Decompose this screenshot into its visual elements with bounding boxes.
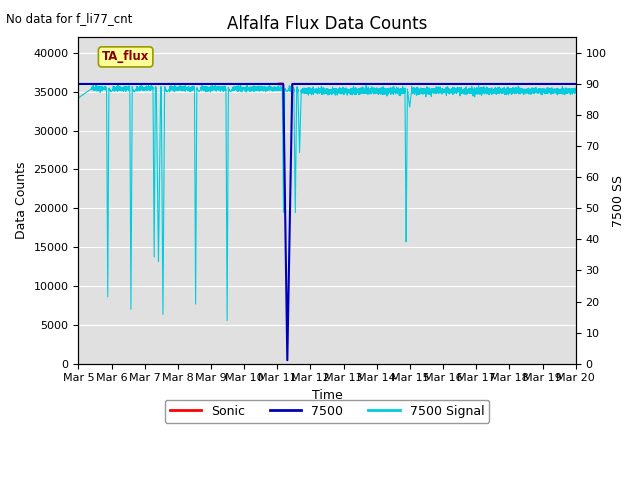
Y-axis label: Data Counts: Data Counts (15, 162, 28, 240)
Text: No data for f_li77_cnt: No data for f_li77_cnt (6, 12, 132, 25)
Legend: Sonic, 7500, 7500 Signal: Sonic, 7500, 7500 Signal (165, 400, 489, 423)
Text: TA_flux: TA_flux (102, 50, 149, 63)
X-axis label: Time: Time (312, 389, 342, 402)
Y-axis label: 7500 SS: 7500 SS (612, 175, 625, 227)
Title: Alfalfa Flux Data Counts: Alfalfa Flux Data Counts (227, 15, 428, 33)
